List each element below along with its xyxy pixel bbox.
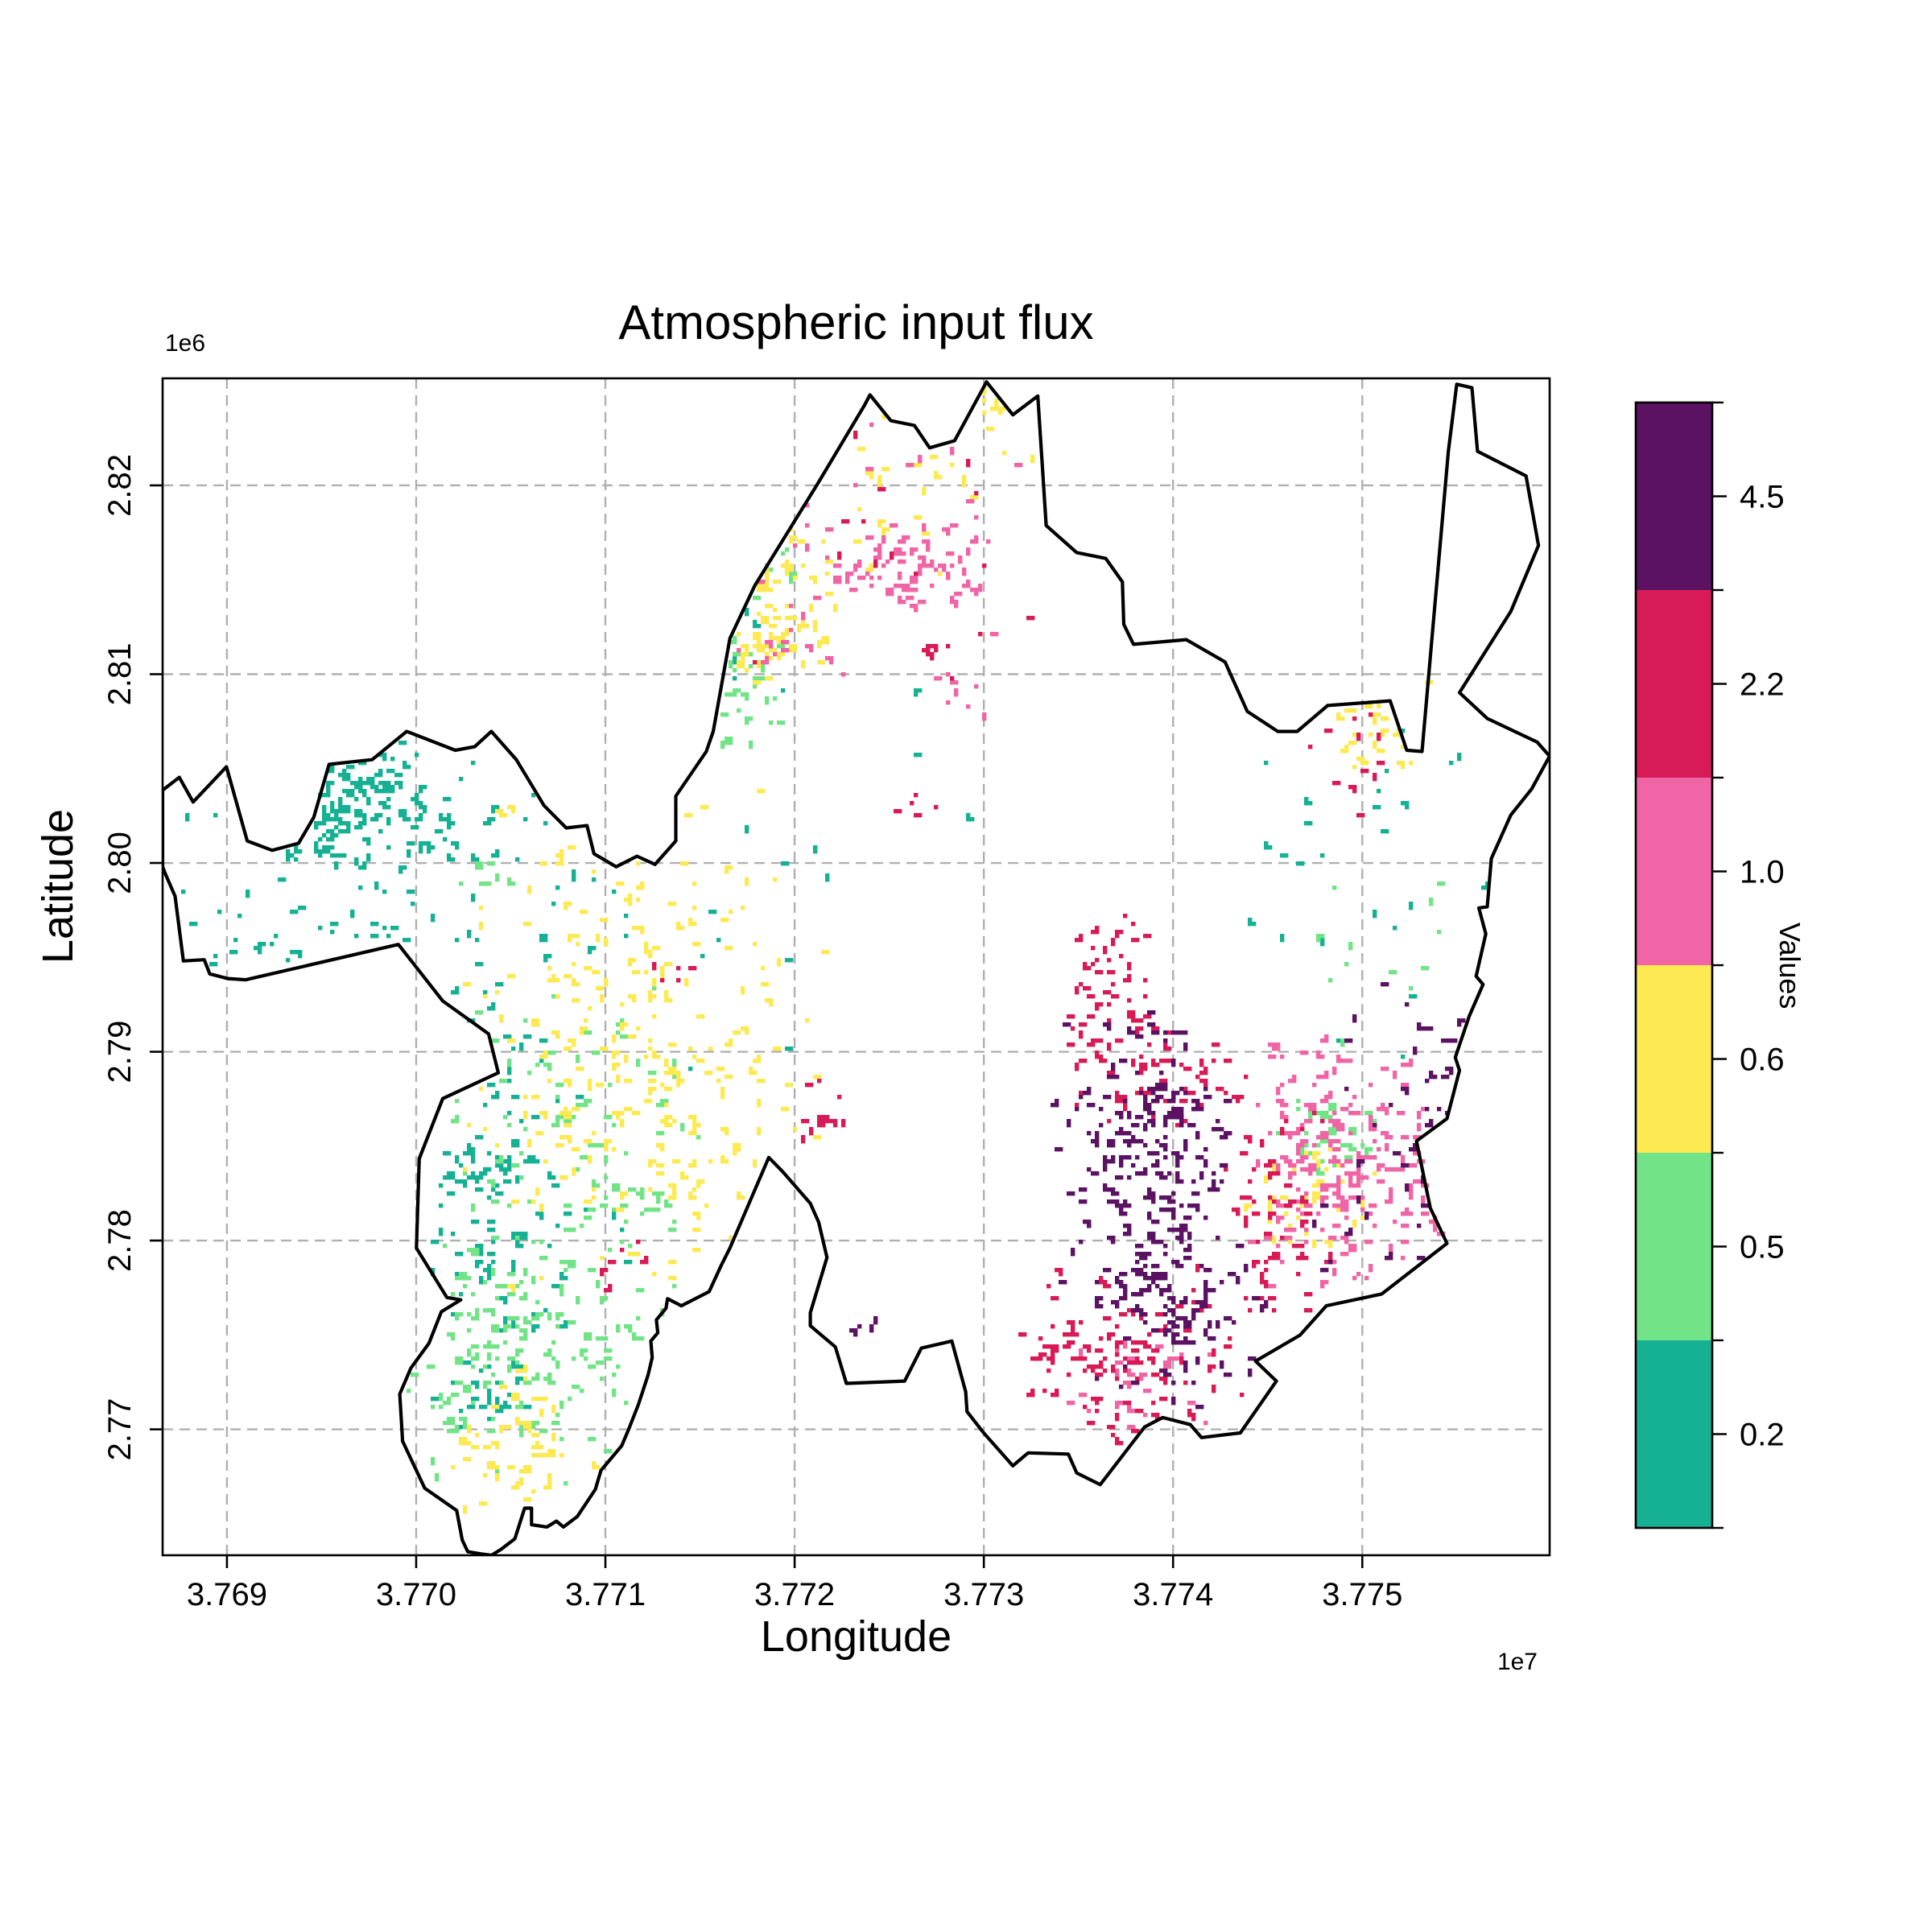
colorbar-segment [1636,965,1712,1154]
x-tick-label: 3.771 [565,1577,646,1612]
colorbar-label: Values [1773,923,1806,1009]
y-tick-label: 2.82 [102,454,138,517]
colorbar-segment [1636,1153,1712,1341]
colorbar-segment [1636,402,1712,591]
y-tick-label: 2.80 [102,832,138,894]
x-tick-label: 3.772 [754,1577,835,1612]
x-tick-label: 3.770 [376,1577,456,1612]
colorbar-tick-label: 4.5 [1740,480,1785,515]
colorbar-segment [1636,1340,1712,1529]
x-axis-label: Longitude [760,1612,952,1661]
y-axis-label: Latitude [34,808,82,964]
colorbar-tick-label: 0.2 [1740,1418,1785,1453]
colorbar-tick-label: 0.6 [1740,1042,1785,1078]
colorbar-tick-label: 2.2 [1740,667,1785,703]
y-tick-label: 2.81 [102,643,138,706]
x-tick-label: 3.774 [1133,1577,1213,1612]
colorbar-tick-label: 1.0 [1740,855,1785,890]
x-tick-label: 3.769 [187,1577,267,1612]
colorbar-tick-label: 0.5 [1740,1230,1785,1265]
grid-lines [163,378,1550,1555]
chart-title: Atmospheric input flux [618,295,1094,349]
colorbar: 4.5 2.2 1.0 0.6 0.5 0.2 [1634,401,1785,1530]
y-tick-label: 2.78 [102,1209,138,1272]
y-axis-offset-text: 1e6 [165,330,206,357]
x-tick-label: 3.773 [943,1577,1024,1612]
region-boundary-outline [163,380,1550,1555]
plot-frame [161,377,1551,1557]
y-axis-ticks: 2.77 2.78 2.79 2.80 2.81 2.82 [102,454,163,1461]
y-tick-label: 2.79 [102,1021,138,1084]
x-tick-label: 3.775 [1322,1577,1402,1612]
x-axis-offset-text: 1e7 [1496,1649,1538,1675]
y-tick-label: 2.77 [102,1398,138,1461]
colorbar-segment [1636,778,1712,966]
colorbar-segment [1636,590,1712,778]
raster-cells-layer [181,386,1490,1514]
x-axis-ticks: 3.769 3.770 3.771 3.772 3.773 3.774 3.775 [187,1555,1402,1612]
